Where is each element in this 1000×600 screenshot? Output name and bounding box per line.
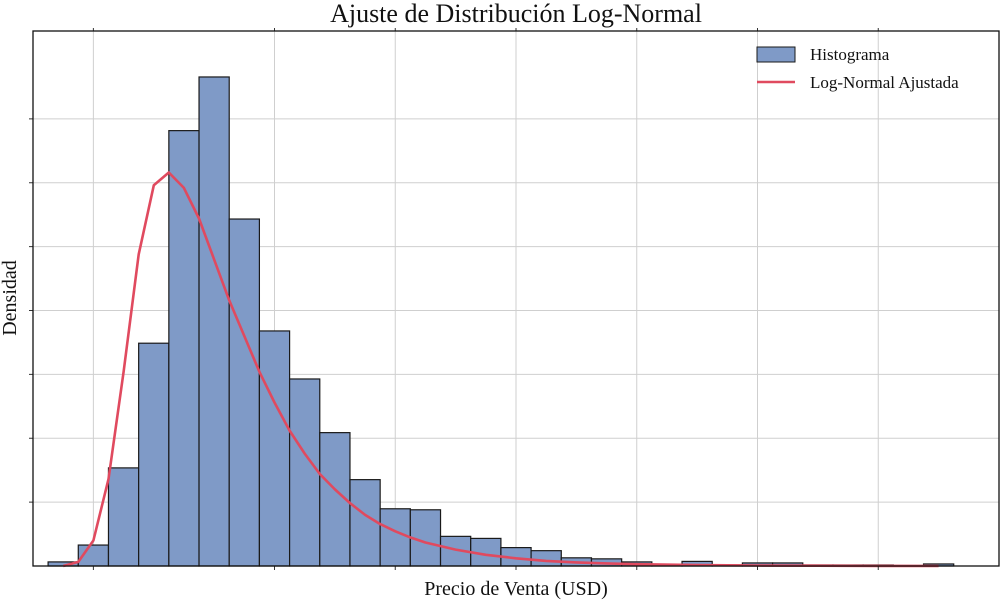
lognormal-curve (62, 171, 939, 568)
histogram-bar (349, 479, 381, 567)
histogram-bar (198, 76, 230, 567)
x-axis-label: Precio de Venta (USD) (424, 578, 607, 600)
legend-label-curve: Log-Normal Ajustada (810, 73, 959, 92)
histogram-bar (379, 508, 411, 567)
legend-swatch-histogram (756, 46, 796, 63)
legend-label-histogram: Histograma (810, 45, 890, 64)
legend: Histograma Log-Normal Ajustada (756, 45, 959, 92)
histogram-bar (288, 378, 321, 567)
y-axis-label: Densidad (0, 260, 21, 336)
histogram-bar (530, 550, 562, 567)
plot-frame (32, 30, 1000, 567)
histogram-bar (168, 130, 200, 567)
axis-ticks (29, 28, 879, 570)
histogram-bar (258, 330, 291, 567)
histogram-bar (439, 535, 472, 567)
histogram-bar (107, 467, 140, 567)
histogram-bar (138, 342, 170, 567)
chart-title: Ajuste de Distribución Log-Normal (330, 0, 702, 28)
histogram-bar (228, 218, 261, 567)
histogram-bars (47, 76, 955, 567)
